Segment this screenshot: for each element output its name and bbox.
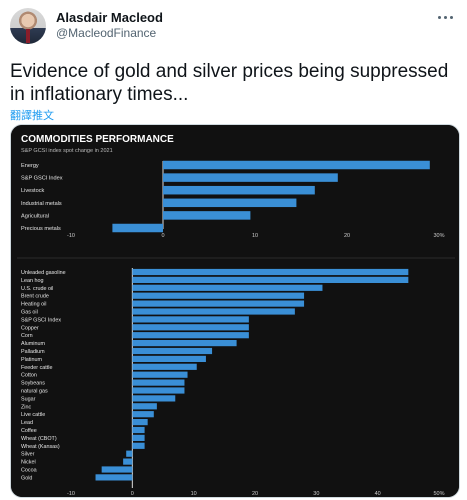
bar-soybeans [132,379,185,386]
tweet-media-chart[interactable]: COMMODITIES PERFORMANCE S&P GCSI index s… [10,124,460,498]
category-label: Aluminum [21,341,45,347]
bar-u-s-crude-oil [132,284,323,291]
category-label: Silver [21,452,35,458]
bar-agricultural [163,211,251,220]
bar-aluminum [132,340,237,347]
category-label: Livestock [21,188,45,194]
bar-lead [132,419,148,426]
category-label: Gold [21,475,32,481]
x-tick-label: 0 [161,233,164,239]
bar-coffee [132,426,145,434]
bar-gas-oil [132,308,295,315]
category-label: Live cattle [21,412,45,418]
bar-wheat-kansas- [132,442,145,449]
bar-s-p-gsci-index [132,316,249,323]
bar-live-cattle [132,411,154,418]
commodities-chart: COMMODITIES PERFORMANCE S&P GCSI index s… [11,125,459,497]
bar-natural-gas [132,387,185,394]
avatar[interactable] [10,8,46,44]
bar-cocoa [101,466,133,473]
x-tick-label: 20 [252,491,258,497]
x-tick-label: -10 [67,491,75,497]
category-label: natural gas [21,389,48,395]
chart-subtitle: S&P GCSI index spot change in 2021 [21,148,113,154]
bar-energy [163,160,430,170]
bar-platinum [132,355,206,362]
x-tick-label: 10 [191,491,197,497]
x-tick-label: 40 [375,491,381,497]
category-label: S&P GSCI Index [21,317,61,323]
x-tick-label: 0 [131,491,134,497]
category-label: Wheat (CBOT) [21,436,57,442]
bar-corn [132,332,249,339]
category-label: Industrial metals [21,201,62,207]
bar-unleaded-gasoline [132,268,409,276]
category-label: Cocoa [21,468,37,474]
category-label: Gas oil [21,310,38,316]
bar-palladium [132,347,213,355]
category-label: Agricultural [21,213,49,219]
bar-heating-oil [132,300,305,307]
chart-title: COMMODITIES PERFORMANCE [21,134,174,145]
bar-sugar [132,395,176,402]
category-label: S&P GSCI Index [21,176,63,182]
category-label: Brent crude [21,294,49,300]
author-name[interactable]: Alasdair Macleod [56,10,163,25]
category-label: Copper [21,325,39,331]
more-horizontal-icon[interactable] [434,10,456,24]
bar-cotton [132,371,188,378]
category-label: Nickel [21,460,36,466]
bar-nickel [123,458,133,465]
bar-feeder-cattle [132,363,197,370]
bar-silver [126,450,133,457]
category-label: Heating oil [21,302,46,308]
category-label: Cotton [21,373,37,379]
bar-industrial-metals [163,198,297,208]
translate-tweet-link[interactable]: 翻譯推文 [10,110,54,122]
x-tick-label: 30 [313,491,319,497]
x-tick-label: 10 [252,233,258,239]
category-label: Lean hog [21,278,43,284]
category-label: Feeder cattle [21,365,52,371]
bar-gold [95,474,133,481]
tweet-header: Alasdair Macleod @MacleodFinance [0,0,467,50]
category-label: Coffee [21,428,37,434]
bar-brent-crude [132,292,305,299]
category-label: Lead [21,420,33,426]
bar-livestock [163,185,315,195]
category-label: Platinum [21,357,42,363]
category-label: Wheat (Kansas) [21,444,60,450]
category-label: Palladium [21,349,45,355]
category-label: Energy [21,163,39,169]
tweet-text: Evidence of gold and silver prices being… [10,61,449,105]
bar-precious-metals [112,223,163,233]
x-tick-label: -10 [67,233,75,239]
bar-zinc [132,403,157,410]
category-label: Soybeans [21,381,45,387]
category-label: Unleaded gasoline [21,270,66,276]
category-label: Corn [21,333,33,339]
author-handle[interactable]: @MacleodFinance [56,26,157,40]
bar-s-p-gsci-index [163,173,338,182]
category-label: Precious metals [21,226,61,232]
category-label: Zinc [21,404,31,410]
avatar-tie-graphic [26,29,30,43]
category-label: Sugar [21,396,36,402]
bar-copper [132,324,249,331]
x-tick-label: 50% [433,491,444,497]
category-label: U.S. crude oil [21,286,53,292]
bar-lean-hog [132,276,409,283]
x-tick-label: 20 [344,233,350,239]
x-tick-label: 30% [433,233,444,239]
bar-wheat-cbot- [132,434,145,441]
